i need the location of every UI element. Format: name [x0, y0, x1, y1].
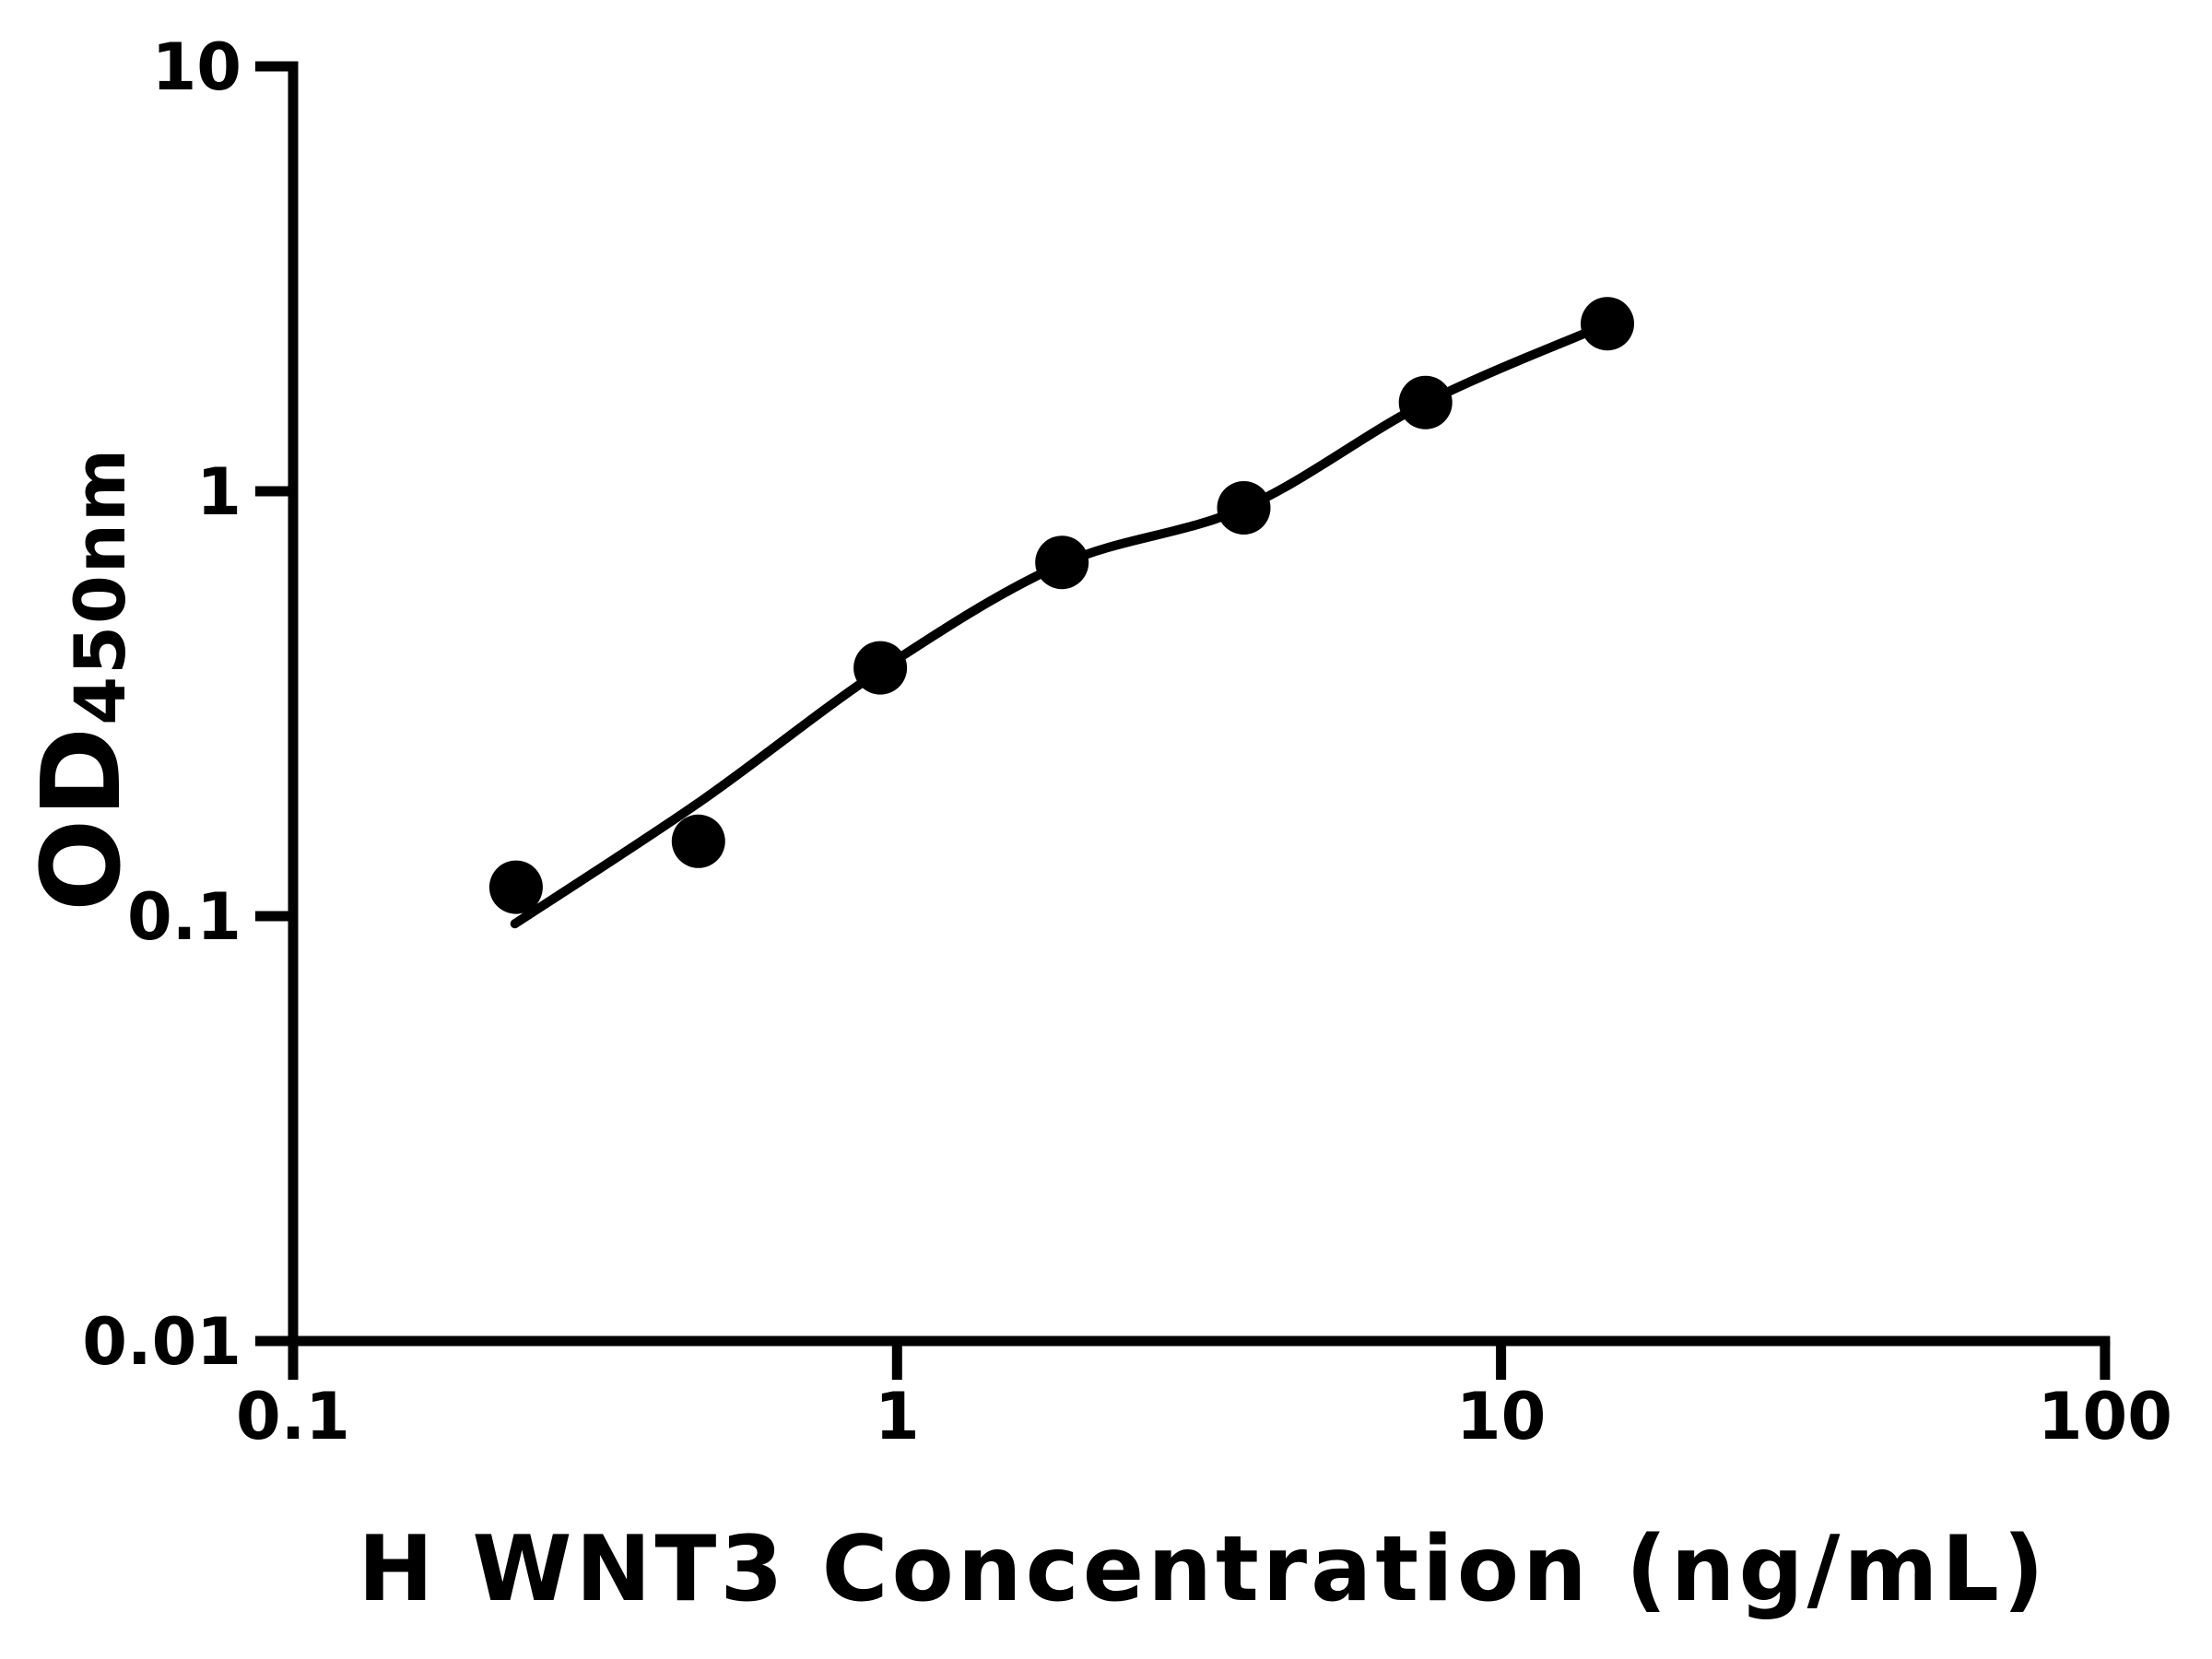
- y-tick-label: 0.01: [82, 1304, 241, 1380]
- y-tick-label: 1: [196, 454, 241, 530]
- data-point-marker: [671, 814, 725, 868]
- y-axis-title-main: OD: [18, 725, 145, 912]
- data-point-marker: [1035, 535, 1089, 590]
- x-tick-label: 0.1: [236, 1379, 350, 1454]
- x-tick-label: 10: [1456, 1379, 1546, 1454]
- x-tick-label: 1: [875, 1379, 920, 1454]
- data-point-marker: [853, 641, 908, 695]
- x-tick-label: 100: [2038, 1379, 2172, 1454]
- y-axis-tick-group: 10 1 0.1 0.01: [82, 29, 293, 1380]
- data-point-marker: [488, 860, 543, 914]
- axes-group: [288, 61, 2111, 1347]
- data-point-marker: [1217, 481, 1271, 535]
- x-axis-tick-group: 0.1 1 10 100: [236, 1341, 2172, 1454]
- y-tick-label: 0.1: [127, 879, 241, 955]
- data-points-group: [488, 297, 1634, 914]
- data-point-marker: [1398, 375, 1453, 429]
- x-axis-title: H WNT3 Concentration (ng/mL): [358, 1517, 2048, 1622]
- y-axis-title: OD450nm: [18, 447, 145, 912]
- y-tick-label: 10: [152, 29, 241, 105]
- data-point-marker: [1581, 297, 1634, 351]
- y-axis-title-subscript: 450nm: [59, 447, 141, 725]
